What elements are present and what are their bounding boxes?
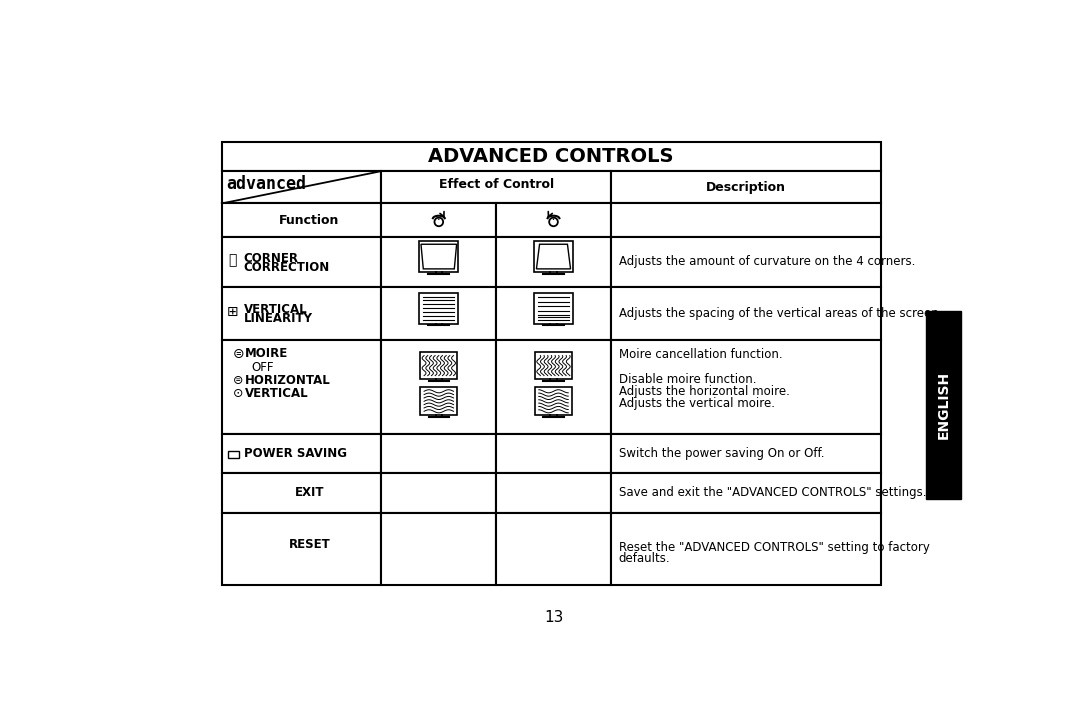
Text: Adjusts the horizontal moire.: Adjusts the horizontal moire. — [619, 385, 789, 398]
Polygon shape — [221, 341, 381, 434]
Polygon shape — [496, 341, 611, 434]
Text: ⊜: ⊜ — [232, 346, 244, 361]
FancyBboxPatch shape — [419, 241, 458, 272]
FancyBboxPatch shape — [535, 352, 572, 379]
FancyBboxPatch shape — [419, 293, 458, 323]
Bar — [423, 297, 455, 320]
FancyBboxPatch shape — [535, 293, 572, 323]
Circle shape — [438, 218, 440, 220]
Polygon shape — [381, 341, 496, 434]
Text: ⊞: ⊞ — [227, 305, 239, 319]
Text: Switch the power saving On or Off.: Switch the power saving On or Off. — [619, 447, 824, 460]
Text: Save and exit the "ADVANCED CONTROLS" settings.: Save and exit the "ADVANCED CONTROLS" se… — [619, 487, 927, 500]
Text: ADVANCED CONTROLS: ADVANCED CONTROLS — [429, 147, 674, 166]
Polygon shape — [611, 238, 880, 287]
Text: POWER SAVING: POWER SAVING — [243, 447, 347, 460]
Polygon shape — [611, 287, 880, 341]
Text: defaults.: defaults. — [619, 552, 671, 565]
Polygon shape — [611, 341, 880, 434]
Text: Function: Function — [280, 214, 339, 227]
Polygon shape — [537, 244, 570, 269]
FancyBboxPatch shape — [420, 387, 458, 415]
Text: LINEARITY: LINEARITY — [243, 312, 312, 325]
Bar — [424, 391, 454, 411]
Text: CORRECTION: CORRECTION — [243, 261, 329, 274]
Bar — [424, 356, 454, 376]
Polygon shape — [496, 287, 611, 341]
Polygon shape — [381, 434, 496, 473]
Polygon shape — [381, 171, 611, 204]
Bar — [423, 245, 455, 268]
Bar — [538, 245, 569, 268]
Text: ⊜: ⊜ — [232, 374, 243, 387]
FancyBboxPatch shape — [535, 241, 572, 272]
Polygon shape — [221, 238, 381, 287]
Polygon shape — [496, 473, 611, 513]
Polygon shape — [221, 473, 381, 513]
Polygon shape — [381, 204, 496, 238]
Bar — [538, 297, 569, 320]
Polygon shape — [381, 473, 496, 513]
Polygon shape — [221, 142, 880, 171]
Text: Description: Description — [705, 181, 786, 194]
Polygon shape — [221, 204, 381, 238]
Text: Disable moire function.: Disable moire function. — [619, 373, 756, 386]
Polygon shape — [381, 513, 496, 585]
FancyBboxPatch shape — [228, 451, 239, 457]
Polygon shape — [221, 287, 381, 341]
Polygon shape — [221, 513, 381, 585]
Text: OFF: OFF — [252, 361, 273, 374]
Bar — [539, 391, 568, 411]
Polygon shape — [221, 434, 381, 473]
Text: Adjusts the vertical moire.: Adjusts the vertical moire. — [619, 397, 774, 410]
Text: MOIRE: MOIRE — [245, 346, 288, 360]
FancyBboxPatch shape — [420, 352, 458, 379]
Text: Moire cancellation function.: Moire cancellation function. — [619, 348, 782, 361]
Bar — [539, 356, 568, 376]
Text: Effect of Control: Effect of Control — [438, 179, 554, 192]
Polygon shape — [496, 513, 611, 585]
Text: ENGLISH: ENGLISH — [936, 371, 950, 439]
Polygon shape — [611, 473, 880, 513]
Polygon shape — [381, 238, 496, 287]
Polygon shape — [421, 244, 457, 269]
Polygon shape — [611, 434, 880, 473]
Text: Adjusts the amount of curvature on the 4 corners.: Adjusts the amount of curvature on the 4… — [619, 256, 915, 269]
Polygon shape — [496, 434, 611, 473]
Text: advanced: advanced — [227, 175, 307, 193]
Circle shape — [553, 218, 554, 220]
Text: RESET: RESET — [288, 538, 330, 551]
Text: Reset the "ADVANCED CONTROLS" setting to factory: Reset the "ADVANCED CONTROLS" setting to… — [619, 541, 930, 554]
Text: ⊙: ⊙ — [232, 387, 243, 400]
Text: EXIT: EXIT — [295, 487, 324, 500]
Polygon shape — [926, 311, 961, 499]
Text: VERTICAL: VERTICAL — [243, 303, 307, 316]
Polygon shape — [496, 204, 611, 238]
Text: 13: 13 — [544, 611, 563, 625]
Polygon shape — [611, 171, 880, 204]
Polygon shape — [381, 287, 496, 341]
Text: ⬜: ⬜ — [229, 253, 237, 267]
Polygon shape — [611, 204, 880, 238]
Text: HORIZONTAL: HORIZONTAL — [245, 374, 330, 387]
FancyBboxPatch shape — [535, 387, 572, 415]
Polygon shape — [496, 238, 611, 287]
Polygon shape — [221, 171, 381, 204]
Text: VERTICAL: VERTICAL — [245, 387, 309, 400]
Text: CORNER: CORNER — [243, 251, 298, 265]
Text: Adjusts the spacing of the vertical areas of the screen.: Adjusts the spacing of the vertical area… — [619, 307, 942, 320]
Polygon shape — [611, 513, 880, 585]
